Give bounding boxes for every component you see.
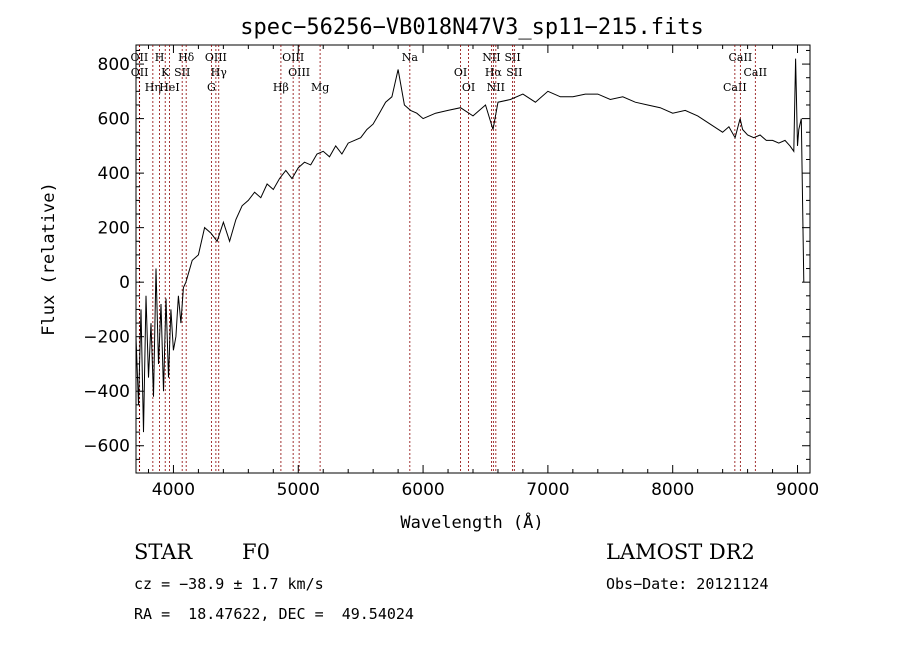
line-marker-label: OI xyxy=(462,81,475,94)
spectrum-series xyxy=(135,58,805,433)
line-marker-label: CaII xyxy=(729,51,753,64)
line-marker-label: OIII xyxy=(282,51,304,64)
x-axis-label: Wavelength (Å) xyxy=(400,511,543,533)
line-marker-label: Hη xyxy=(145,81,161,94)
y-axis-label: Flux (relative) xyxy=(39,182,59,336)
object-class: STAR xyxy=(134,540,193,564)
emission-line-markers: OIIOIIHηHKHeIHδSIIGOIIIHγHβOIIIOIIIMgNaO… xyxy=(131,45,767,473)
y-tick-label: 400 xyxy=(98,164,130,184)
line-marker-label: CaII xyxy=(743,66,767,79)
x-axis: 4000 5000 6000 7000 8000 9000 xyxy=(147,45,819,500)
survey-name: LAMOST DR2 xyxy=(606,540,755,564)
y-tick-label: −200 xyxy=(83,328,130,348)
line-marker-label: HeI xyxy=(159,81,179,94)
obs-date-text: Obs−Date: 20121124 xyxy=(606,575,769,593)
line-marker-label: NII xyxy=(487,81,505,94)
x-tick-label: 7000 xyxy=(526,480,569,500)
line-marker-label: OII xyxy=(131,66,149,79)
x-tick-label: 6000 xyxy=(401,480,444,500)
plot-frame xyxy=(135,44,811,474)
line-marker-label: NII xyxy=(482,51,500,64)
line-marker-label: Hα xyxy=(485,66,503,79)
line-marker-label: K xyxy=(161,66,170,79)
line-marker-label: SII xyxy=(174,66,190,79)
line-marker-label: SII xyxy=(506,66,522,79)
coordinates-text: RA = 18.47622, DEC = 49.54024 xyxy=(134,605,414,623)
line-marker-label: Mg xyxy=(311,81,329,94)
x-tick-label: 9000 xyxy=(776,480,819,500)
y-tick-label: 0 xyxy=(119,273,130,293)
line-marker-label: H xyxy=(155,51,165,64)
redshift-text: cz = −38.9 ± 1.7 km/s xyxy=(134,575,324,593)
line-marker-label: G xyxy=(207,81,216,94)
y-tick-label: 600 xyxy=(98,110,130,130)
y-tick-label: 200 xyxy=(98,219,130,239)
chart-title: spec−56256−VB018N47V3_sp11−215.fits xyxy=(240,15,704,40)
x-tick-label: 8000 xyxy=(651,480,694,500)
line-marker-label: Hγ xyxy=(211,66,228,79)
line-marker-label: SII xyxy=(504,51,520,64)
y-tick-label: −600 xyxy=(83,437,130,457)
line-marker-label: Hδ xyxy=(178,51,195,64)
object-subclass: F0 xyxy=(242,540,270,564)
line-marker-label: Na xyxy=(402,51,419,64)
line-marker-label: CaII xyxy=(723,81,747,94)
x-tick-label: 5000 xyxy=(277,480,320,500)
line-marker-label: Hβ xyxy=(273,81,289,94)
x-tick-label: 4000 xyxy=(152,480,195,500)
y-axis: −600 −400 −200 0 200 400 600 800 xyxy=(83,49,810,460)
spectrum-line xyxy=(135,58,805,433)
line-marker-label: OIII xyxy=(205,51,227,64)
line-marker-label: OI xyxy=(454,66,467,79)
y-tick-label: 800 xyxy=(98,55,130,75)
line-marker-label: OIII xyxy=(288,66,310,79)
y-tick-label: −400 xyxy=(83,382,130,402)
